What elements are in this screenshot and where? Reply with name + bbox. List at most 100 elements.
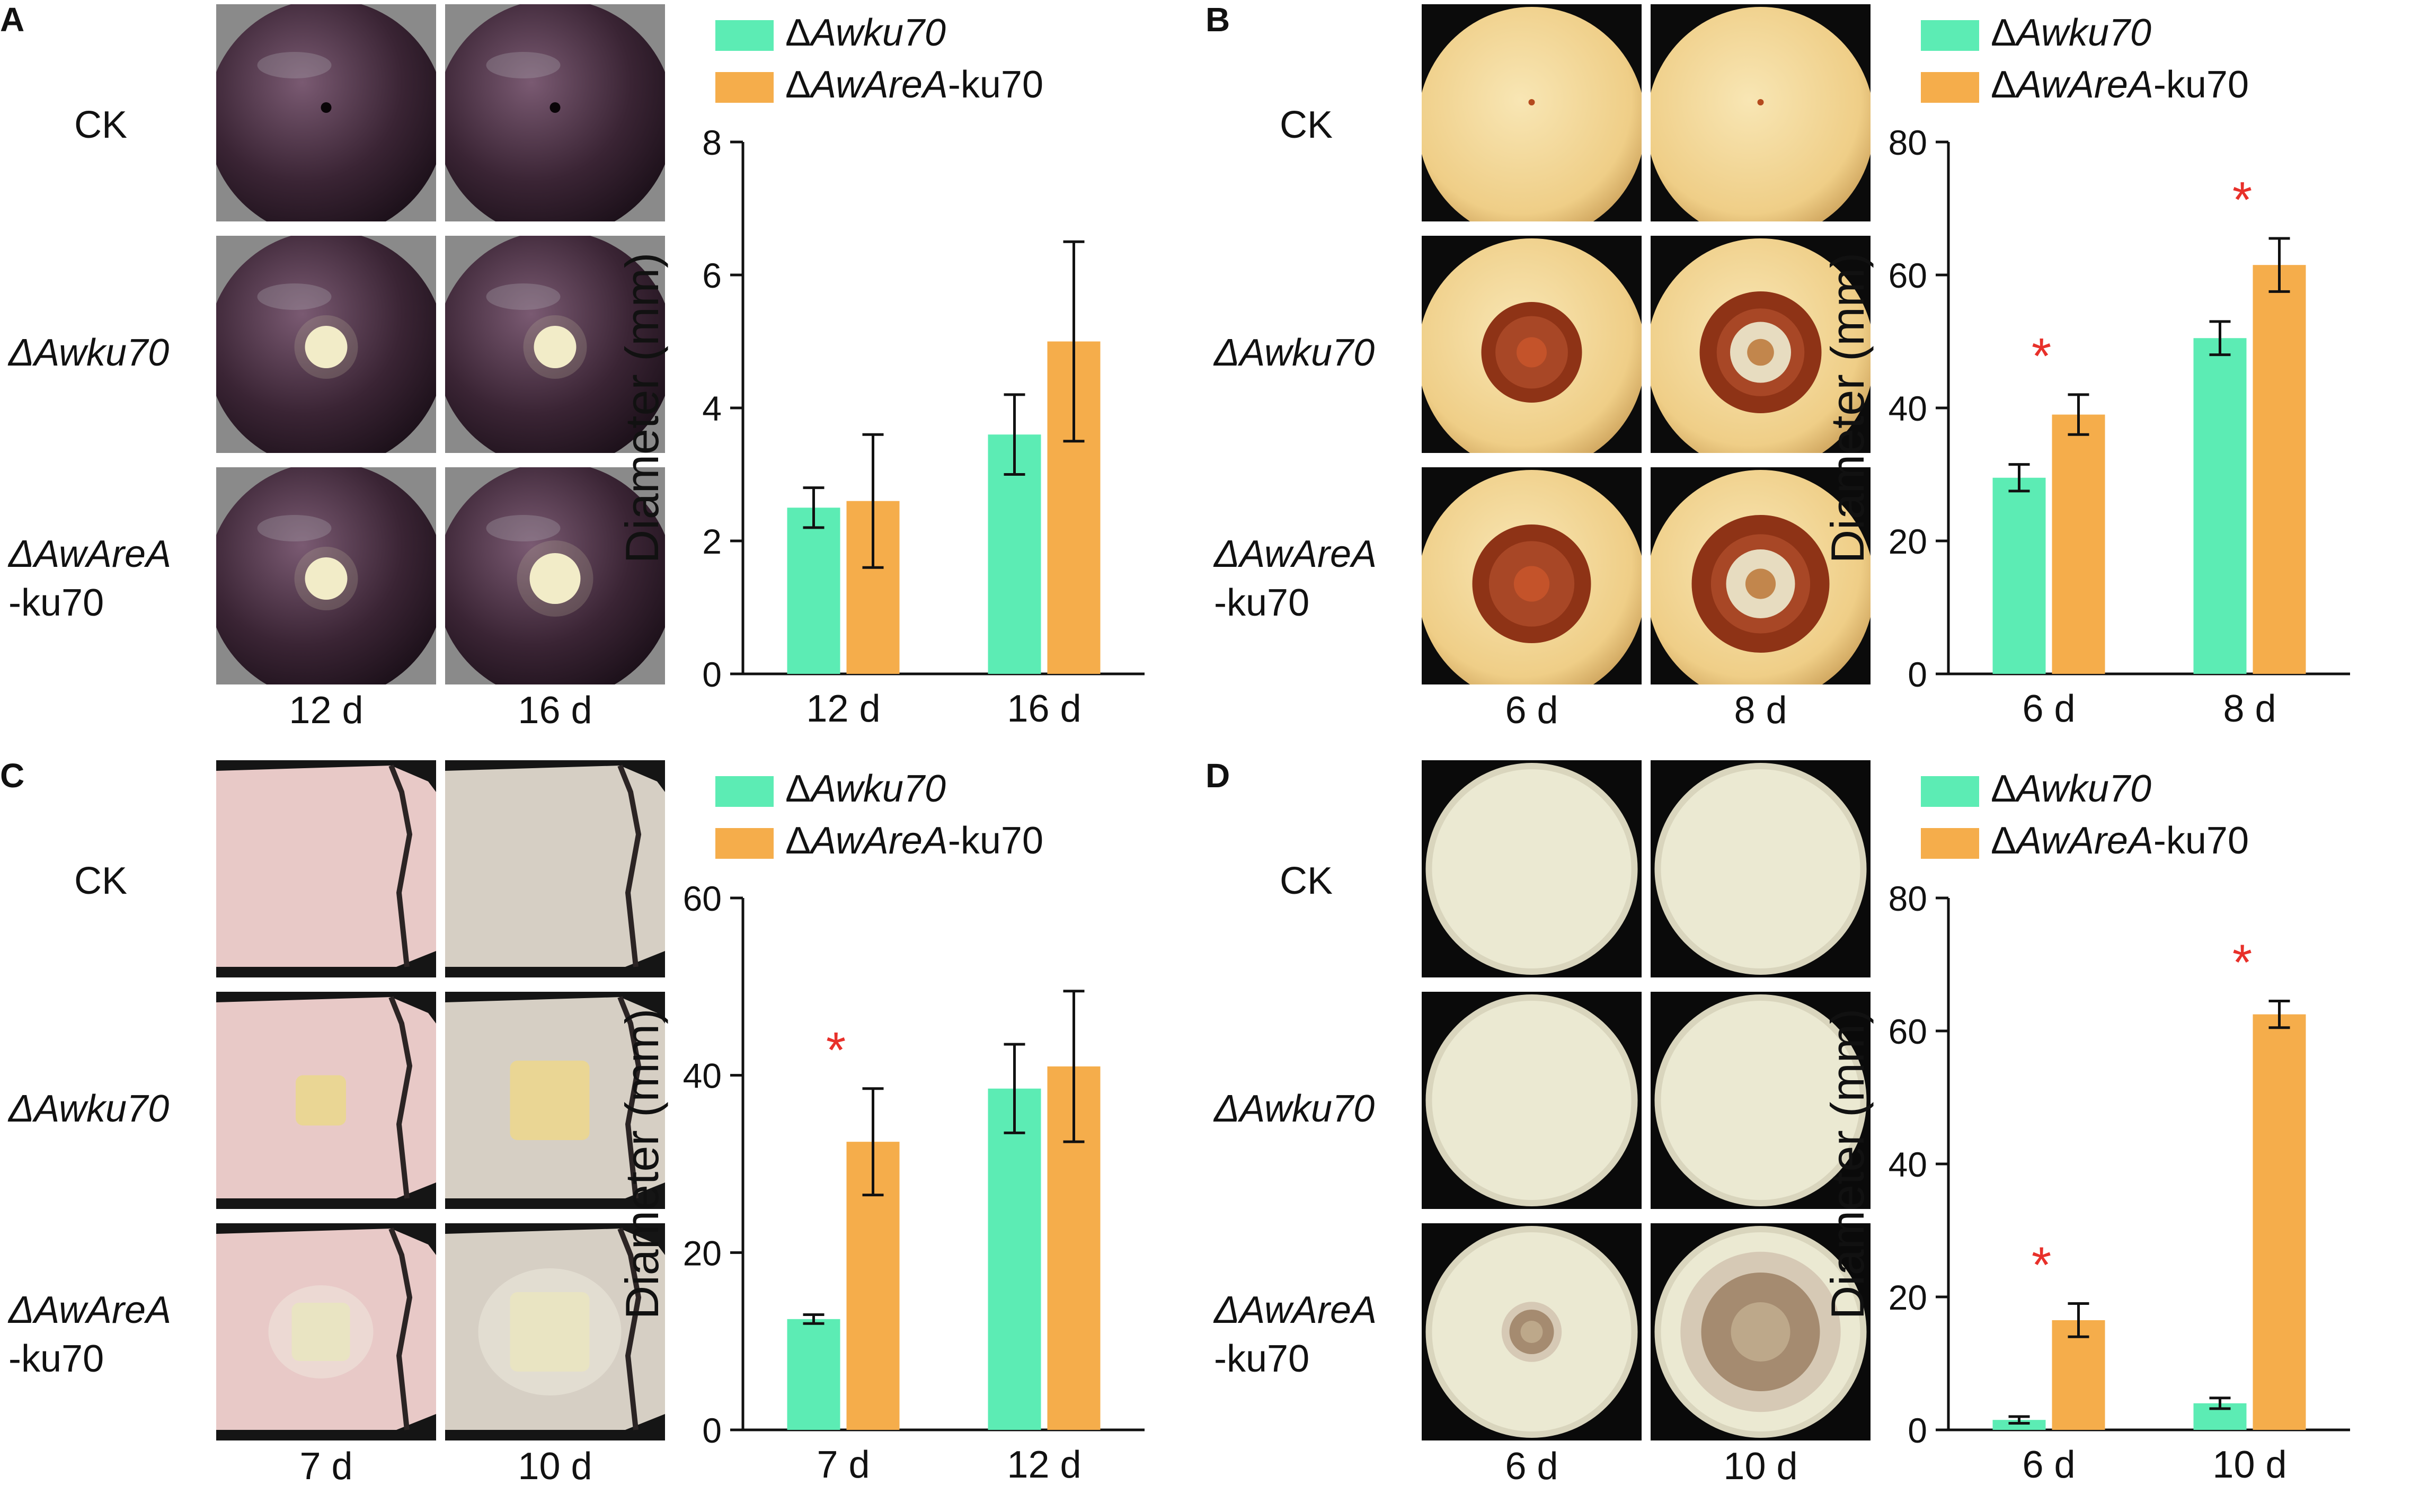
bar xyxy=(988,1088,1041,1430)
row-label-line: CK xyxy=(1280,104,1333,146)
panel-letter: B xyxy=(1206,1,1230,39)
legend-swatch xyxy=(1921,72,1979,103)
error-bar xyxy=(2268,237,2290,293)
specimen-photo xyxy=(445,1223,665,1440)
row-label: CK xyxy=(1280,101,1333,149)
error-bar xyxy=(2068,393,2089,436)
legend-label-prefix: Δ xyxy=(785,12,811,54)
legend-label-prefix: Δ xyxy=(1991,64,2017,106)
legend-swatch xyxy=(715,20,774,51)
significance-star: * xyxy=(2232,172,2252,228)
bar xyxy=(2052,414,2105,674)
bar xyxy=(2193,338,2247,674)
legend-label-italic: AwAreA xyxy=(811,820,948,862)
panel-letter: D xyxy=(1206,757,1230,795)
y-tick-label: 40 xyxy=(1889,1145,1927,1184)
row-label-line: CK xyxy=(74,860,128,902)
legend-swatch xyxy=(715,72,774,103)
bar xyxy=(787,508,840,674)
specimen-photo xyxy=(216,992,436,1209)
row-label: ΔAwAreA -ku70 xyxy=(1214,1286,1377,1383)
bar xyxy=(787,1319,840,1430)
row-label: ΔAwAreA -ku70 xyxy=(8,530,171,627)
legend-label-prefix: Δ xyxy=(1991,12,2017,54)
error-bar xyxy=(862,433,884,569)
y-tick-label: 8 xyxy=(702,123,722,162)
legend-label-suffix: -ku70 xyxy=(2153,820,2249,862)
legend-label-italic: AwAreA xyxy=(2016,820,2153,862)
error-bar xyxy=(1004,393,1025,476)
x-tick-label: 12 d xyxy=(1007,1444,1081,1486)
y-axis-label: Diameter (mm) xyxy=(1821,253,1874,564)
error-bar xyxy=(803,486,825,529)
x-tick-label: 6 d xyxy=(2022,1444,2075,1486)
error-bar xyxy=(803,1313,825,1325)
legend-label-italic: Awku70 xyxy=(811,768,946,810)
bar xyxy=(1992,477,2046,674)
y-tick-label: 0 xyxy=(1908,1411,1927,1450)
specimen-photo xyxy=(445,760,665,977)
error-bar xyxy=(2008,1415,2030,1425)
specimen-photo xyxy=(1422,992,1642,1209)
specimen-photo xyxy=(1651,992,1871,1209)
error-bar xyxy=(2209,1397,2231,1410)
row-label: ΔAwAreA -ku70 xyxy=(8,1286,171,1383)
legend-item: ΔAwAreA-ku70 xyxy=(715,820,1043,862)
y-tick-label: 20 xyxy=(683,1233,722,1273)
legend-item: ΔAwAreA-ku70 xyxy=(715,64,1043,106)
legend-label-prefix: Δ xyxy=(1991,820,2017,862)
legend-label-prefix: Δ xyxy=(785,820,811,862)
column-label: 7 d xyxy=(299,1445,353,1488)
specimen-photo xyxy=(1422,760,1642,977)
row-label-line: ΔAwku70 xyxy=(8,1088,170,1130)
legend-label-italic: Awku70 xyxy=(2016,768,2151,810)
legend-label-suffix: -ku70 xyxy=(947,64,1043,106)
y-tick-label: 0 xyxy=(1908,655,1927,694)
error-bar xyxy=(2068,1302,2089,1338)
legend-swatch xyxy=(1921,20,1979,51)
row-label: ΔAwku70 xyxy=(8,1084,169,1133)
row-label-line: -ku70 xyxy=(8,1338,104,1380)
x-tick-label: 7 d xyxy=(817,1444,870,1486)
row-label: ΔAwku70 xyxy=(1214,1084,1375,1133)
y-tick-label: 80 xyxy=(1889,123,1927,162)
column-label: 10 d xyxy=(518,1445,592,1488)
bar-chart: 0 20 40 60 Diameter (mm) * 7 d 12 d xyxy=(616,879,1145,1486)
bar-chart: 0 2 4 6 8 Diameter (mm) 12 d 16 d xyxy=(616,123,1145,730)
panel-d: D CK ΔAwku70 ΔAwAreA -ku70 6 d 10 d ΔAwku70 ΔAwA… xyxy=(1206,756,2411,1512)
y-axis-label: Diameter (mm) xyxy=(616,253,668,564)
y-tick-label: 60 xyxy=(1889,256,1927,295)
legend-swatch xyxy=(715,776,774,807)
bar-chart: 0 20 40 60 80 Diameter (mm) * 6 d * 8 d xyxy=(1821,123,2350,730)
specimen-photo xyxy=(216,4,436,221)
x-tick-label: 8 d xyxy=(2223,688,2276,730)
bar xyxy=(1992,1420,2046,1430)
y-tick-label: 6 xyxy=(702,256,722,295)
panel-c: C CK ΔAwku70 ΔAwAreA -ku70 7 d 10 d ΔAwku70 ΔAwA… xyxy=(0,756,1206,1512)
row-label-line: ΔAwku70 xyxy=(1214,332,1375,374)
y-tick-label: 0 xyxy=(702,655,722,694)
specimen-photo xyxy=(1422,467,1642,684)
y-tick-label: 4 xyxy=(702,389,722,428)
legend-label-italic: Awku70 xyxy=(811,12,946,54)
legend-label-italic: AwAreA xyxy=(811,64,948,106)
row-label-line: CK xyxy=(1280,860,1333,902)
specimen-photo xyxy=(216,1223,436,1440)
row-label-line: ΔAwAreA xyxy=(8,533,172,575)
legend-label-italic: Awku70 xyxy=(2016,12,2151,54)
y-tick-label: 20 xyxy=(1889,522,1927,561)
legend-item: ΔAwAreA-ku70 xyxy=(1921,820,2249,862)
legend-swatch xyxy=(1921,828,1979,859)
column-label: 12 d xyxy=(289,689,364,732)
row-label-line: ΔAwAreA xyxy=(1214,1289,1377,1331)
significance-star: * xyxy=(826,1022,846,1079)
row-label: CK xyxy=(1280,857,1333,905)
y-tick-label: 80 xyxy=(1889,879,1927,918)
legend-label-prefix: Δ xyxy=(1991,768,2017,810)
specimen-photo xyxy=(1651,1223,1871,1440)
row-label: ΔAwku70 xyxy=(1214,328,1375,377)
significance-star: * xyxy=(2232,935,2252,991)
error-bar xyxy=(1063,990,1085,1143)
x-tick-label: 10 d xyxy=(2212,1444,2286,1486)
